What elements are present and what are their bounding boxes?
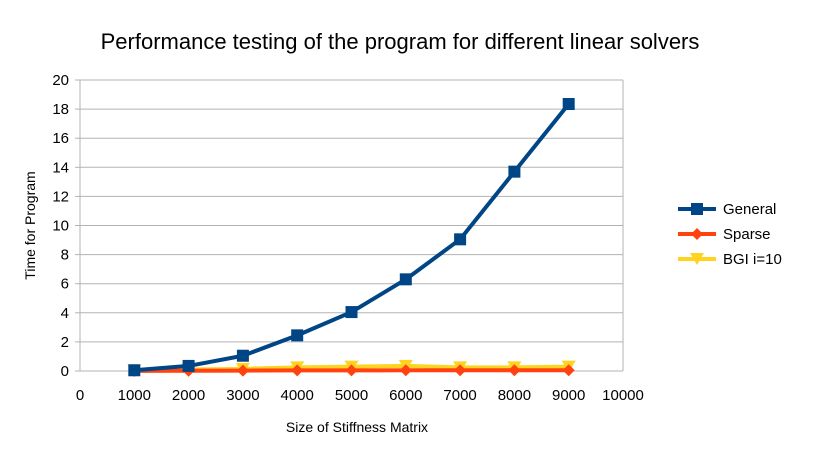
legend-label-general: General: [723, 201, 776, 218]
data-point-sparse: [236, 364, 249, 377]
data-point-sparse: [562, 364, 575, 377]
data-point-general: [345, 306, 358, 319]
x-tick-label: 3000: [226, 387, 259, 404]
data-point-general: [128, 364, 141, 377]
y-tick-label: 8: [61, 247, 69, 264]
grid-lines: [80, 79, 623, 372]
data-point-sparse: [454, 364, 467, 377]
data-point-general: [562, 98, 575, 111]
x-tick-label: 2000: [172, 387, 205, 404]
data-point-sparse: [508, 364, 521, 377]
data-point-general: [236, 349, 249, 362]
legend-marker-sparse: [691, 228, 703, 240]
legend-label-bgi-i-10: BGI i=10: [723, 251, 782, 268]
x-tick-labels: 0 1000 2000 3000 4000 5000 6000 7000 8000 9000 100…: [76, 387, 644, 404]
y-tick-label: 2: [61, 334, 69, 351]
x-tick-label: 4000: [281, 387, 314, 404]
legend-marker-bgi-i-10: [690, 253, 704, 265]
series-group: [127, 98, 576, 377]
y-tick-labels: 0 2 4 6 8 10 12 14 16 18 20: [52, 72, 80, 380]
x-tick-label: 10000: [602, 387, 644, 404]
y-tick-label: 14: [52, 159, 69, 176]
data-point-general: [291, 329, 304, 342]
legend: General Sparse BGI i=10: [678, 201, 782, 268]
y-axis-label: Time for Program: [22, 171, 38, 279]
legend-item-sparse: Sparse: [678, 226, 771, 243]
x-axis-label: Size of Stiffness Matrix: [286, 419, 428, 435]
y-tick-label: 20: [52, 72, 69, 89]
x-tick-label: 0: [76, 387, 84, 404]
legend-marker-general: [691, 203, 703, 215]
data-point-sparse: [345, 364, 358, 377]
data-point-general: [454, 233, 467, 246]
x-tick-label: 6000: [389, 387, 422, 404]
data-point-general: [399, 273, 412, 286]
y-tick-label: 18: [52, 101, 69, 118]
y-tick-label: 12: [52, 188, 69, 205]
x-tick-label: 1000: [118, 387, 151, 404]
y-tick-label: 4: [61, 305, 69, 322]
y-tick-label: 10: [52, 218, 69, 235]
chart-title: Performance testing of the program for d…: [101, 29, 700, 54]
data-point-sparse: [291, 364, 304, 377]
x-tick-label: 5000: [335, 387, 368, 404]
legend-label-sparse: Sparse: [723, 226, 771, 243]
x-tick-label: 8000: [498, 387, 531, 404]
legend-item-general: General: [678, 201, 776, 218]
series-line-general: [134, 102, 571, 373]
x-tick-label: 7000: [443, 387, 476, 404]
y-tick-label: 6: [61, 276, 69, 293]
legend-item-bgi-i-10: BGI i=10: [678, 251, 782, 268]
y-tick-label: 16: [52, 130, 69, 147]
data-point-general: [182, 359, 195, 372]
data-point-sparse: [399, 364, 412, 377]
series-sparse: [128, 364, 575, 377]
x-tick-label: 9000: [552, 387, 585, 404]
series-general: [128, 98, 575, 377]
data-point-general: [508, 165, 521, 178]
y-tick-label: 0: [61, 363, 69, 380]
